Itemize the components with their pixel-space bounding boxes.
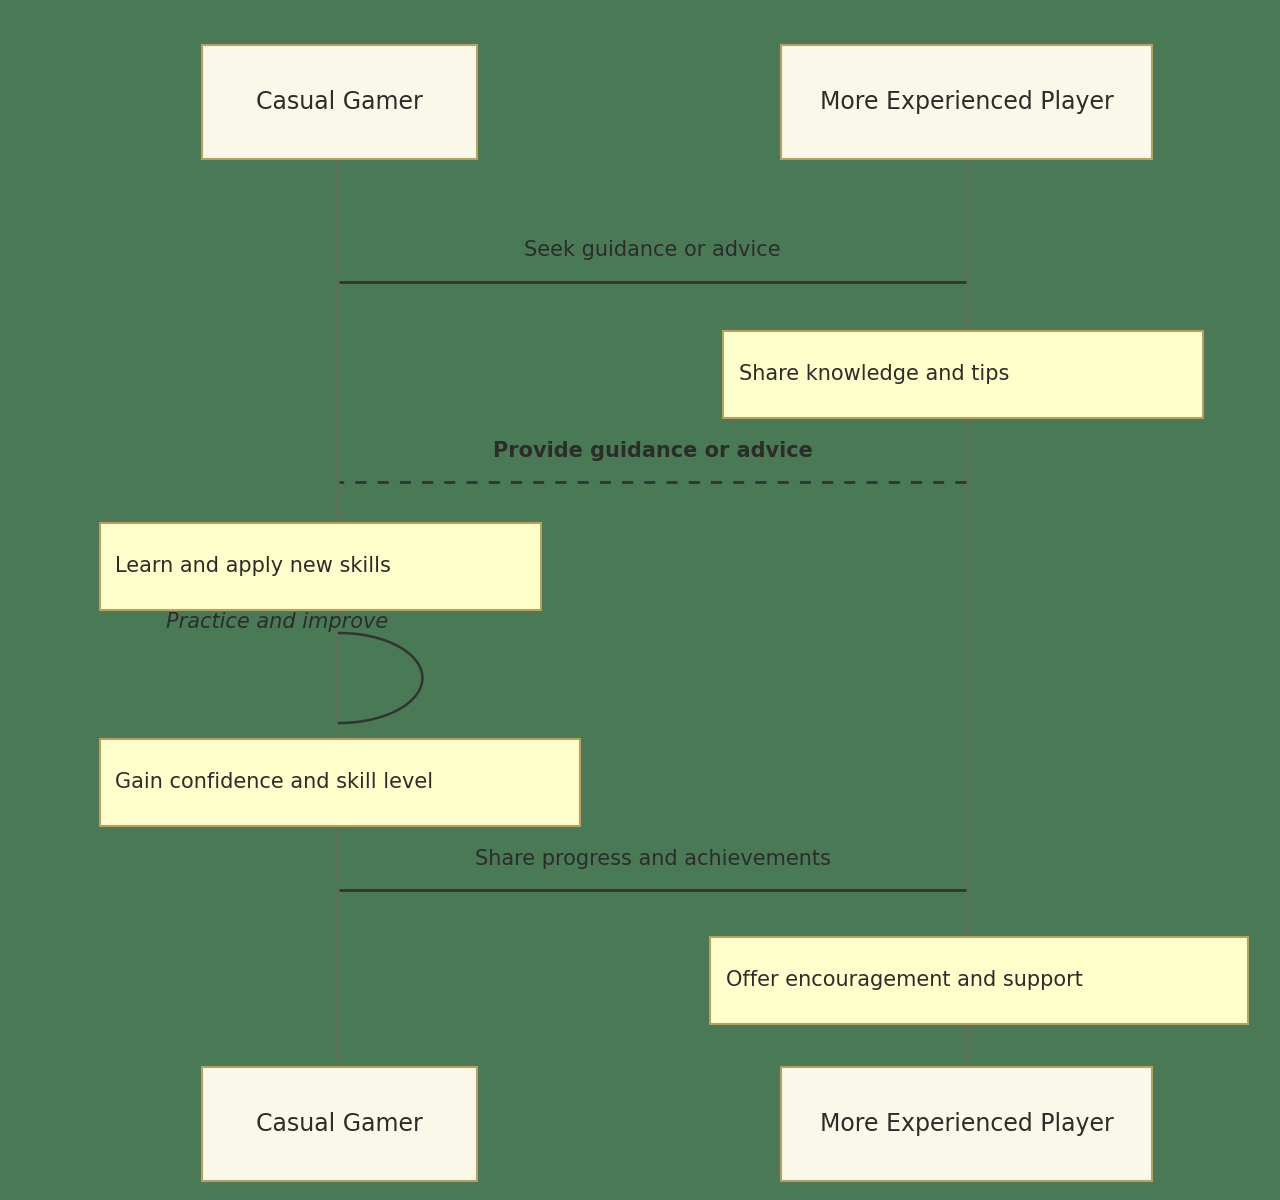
Text: More Experienced Player: More Experienced Player bbox=[819, 90, 1114, 114]
FancyBboxPatch shape bbox=[781, 1068, 1152, 1181]
FancyBboxPatch shape bbox=[781, 44, 1152, 158]
FancyBboxPatch shape bbox=[100, 739, 580, 826]
Text: Learn and apply new skills: Learn and apply new skills bbox=[115, 557, 392, 576]
FancyBboxPatch shape bbox=[202, 44, 477, 158]
FancyBboxPatch shape bbox=[100, 523, 541, 610]
Text: Provide guidance or advice: Provide guidance or advice bbox=[493, 440, 813, 461]
Text: Seek guidance or advice: Seek guidance or advice bbox=[525, 240, 781, 260]
FancyBboxPatch shape bbox=[202, 1068, 477, 1181]
Text: Share knowledge and tips: Share knowledge and tips bbox=[739, 365, 1009, 384]
Text: Casual Gamer: Casual Gamer bbox=[256, 90, 422, 114]
Text: More Experienced Player: More Experienced Player bbox=[819, 1112, 1114, 1136]
Text: Offer encouragement and support: Offer encouragement and support bbox=[726, 971, 1083, 990]
FancyBboxPatch shape bbox=[710, 937, 1248, 1024]
FancyBboxPatch shape bbox=[723, 331, 1203, 418]
Text: Casual Gamer: Casual Gamer bbox=[256, 1112, 422, 1136]
Text: Practice and improve: Practice and improve bbox=[166, 612, 389, 632]
Text: Gain confidence and skill level: Gain confidence and skill level bbox=[115, 773, 434, 792]
Text: Share progress and achievements: Share progress and achievements bbox=[475, 848, 831, 869]
